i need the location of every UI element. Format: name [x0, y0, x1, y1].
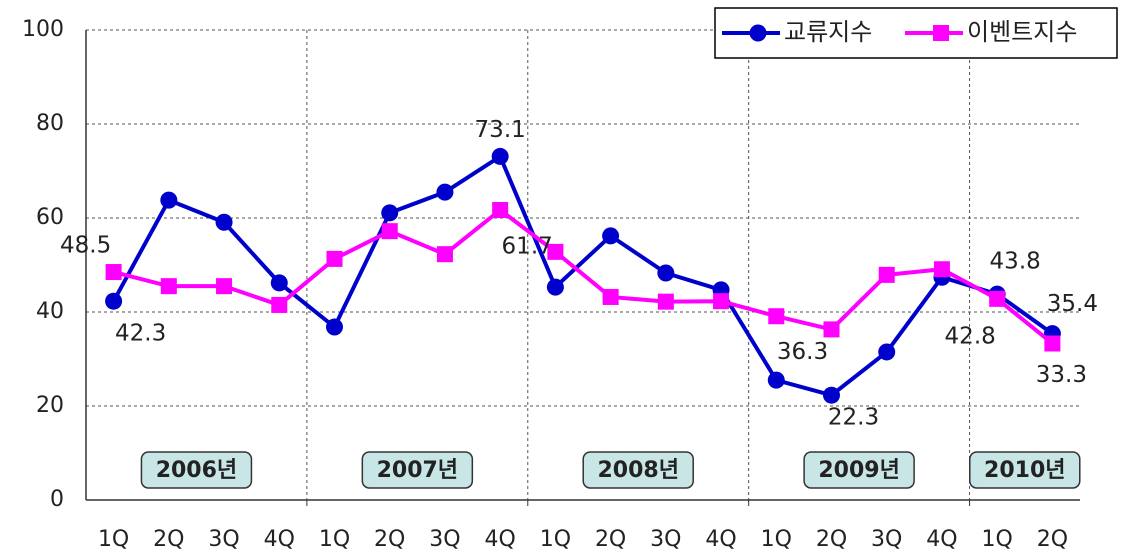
y-tick-label: 0 — [50, 487, 64, 512]
legend-marker — [749, 24, 767, 42]
data-point — [1044, 335, 1061, 352]
x-tick-label: 2Q — [595, 527, 626, 552]
x-tick-label: 4Q — [264, 527, 295, 552]
group-box — [582, 451, 694, 489]
data-point — [105, 264, 122, 281]
data-label: 42.3 — [115, 321, 166, 347]
data-point — [216, 278, 233, 295]
data-point — [878, 343, 896, 361]
data-point — [160, 191, 178, 209]
data-point — [436, 246, 453, 263]
data-label: 43.8 — [990, 249, 1041, 275]
group-box — [803, 451, 915, 489]
x-tick-label: 4Q — [705, 527, 736, 552]
series-line — [113, 207, 1054, 346]
data-label: 61.7 — [502, 234, 553, 260]
group-box — [140, 451, 253, 489]
data-point — [657, 293, 674, 310]
data-label: 33.3 — [1036, 362, 1087, 388]
data-point — [326, 250, 343, 267]
y-tick-label: 100 — [22, 17, 64, 42]
data-point — [270, 274, 288, 292]
x-tick-label: 3Q — [871, 527, 902, 552]
y-tick-label: 40 — [36, 299, 64, 324]
data-label: 48.5 — [60, 233, 111, 259]
x-tick-label: 2Q — [374, 527, 405, 552]
data-point — [989, 290, 1006, 307]
data-point — [491, 147, 509, 165]
data-point — [381, 204, 399, 222]
group-box — [361, 451, 474, 489]
data-point — [271, 296, 288, 313]
legend-marker — [933, 25, 949, 41]
x-tick-label: 2Q — [153, 527, 184, 552]
x-tick-label: 3Q — [650, 527, 681, 552]
data-point — [933, 261, 950, 278]
data-point — [767, 371, 785, 389]
group-label: 2006년 — [156, 458, 237, 483]
x-tick-label: 1Q — [540, 527, 571, 552]
data-point — [492, 202, 509, 219]
legend-label: 이벤트지수 — [967, 18, 1077, 46]
x-tick-label: 3Q — [429, 527, 460, 552]
data-point — [160, 278, 177, 295]
data-point — [602, 288, 619, 305]
data-point — [436, 183, 454, 201]
data-point — [326, 318, 343, 336]
data-point — [381, 223, 398, 240]
data-label: 22.3 — [828, 405, 879, 431]
data-point — [602, 227, 620, 245]
data-label: 35.4 — [1047, 291, 1098, 317]
data-point — [657, 264, 675, 282]
y-tick-label: 80 — [36, 111, 64, 136]
group-label: 2010년 — [984, 458, 1065, 483]
x-tick-label: 1Q — [982, 527, 1013, 552]
legend-label: 교류지수 — [784, 18, 872, 46]
group-label: 2009년 — [818, 458, 899, 483]
data-point — [546, 278, 564, 296]
data-label: 36.3 — [777, 339, 828, 365]
data-label: 42.8 — [945, 323, 996, 349]
data-point — [547, 243, 564, 260]
data-point — [105, 292, 123, 310]
x-tick-label: 3Q — [208, 527, 239, 552]
x-tick-label: 4Q — [485, 527, 516, 552]
x-tick-label: 2Q — [816, 527, 847, 552]
x-tick-label: 4Q — [926, 527, 957, 552]
series-line — [111, 153, 1054, 398]
data-point — [768, 308, 785, 325]
data-point — [713, 293, 730, 310]
data-point — [878, 266, 895, 283]
group-label: 2008년 — [597, 458, 678, 483]
data-label: 73.1 — [475, 117, 526, 143]
group-label: 2007년 — [377, 458, 458, 483]
x-tick-label: 1Q — [761, 527, 792, 552]
data-point — [823, 321, 840, 338]
x-tick-label: 1Q — [98, 527, 129, 552]
y-tick-label: 20 — [36, 393, 64, 418]
x-tick-label: 2Q — [1037, 527, 1068, 552]
y-tick-label: 60 — [36, 205, 64, 230]
data-point — [823, 386, 840, 404]
x-tick-label: 1Q — [319, 527, 350, 552]
data-point — [215, 213, 233, 231]
group-box — [969, 451, 1081, 489]
